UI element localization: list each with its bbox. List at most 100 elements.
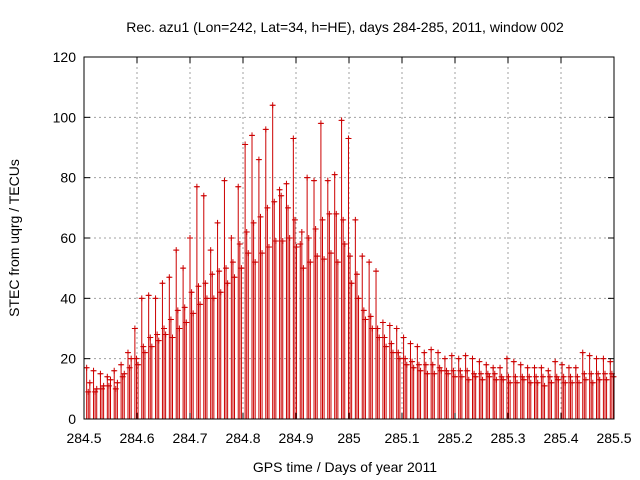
data-point <box>421 349 428 356</box>
data-point <box>223 265 230 272</box>
data-point <box>176 325 183 332</box>
data-point <box>264 204 271 211</box>
data-point <box>497 364 504 371</box>
data-point <box>197 301 204 308</box>
x-axis-label: GPS time / Days of year 2011 <box>253 459 437 475</box>
data-point <box>161 325 168 332</box>
data-point <box>527 379 534 386</box>
data-point <box>448 352 455 359</box>
data-point <box>596 376 603 383</box>
data-point <box>155 337 162 344</box>
data-point <box>455 355 462 362</box>
data-point <box>99 385 106 392</box>
data-point <box>121 370 128 377</box>
data-point <box>148 343 155 350</box>
data-point <box>141 349 148 356</box>
data-point <box>581 370 588 377</box>
data-point <box>526 373 533 380</box>
x-tick-label: 284.7 <box>172 430 207 446</box>
data-point <box>560 373 567 380</box>
data-point <box>441 355 448 362</box>
data-point <box>286 235 293 241</box>
data-point <box>389 349 396 356</box>
data-point <box>100 382 107 389</box>
data-point <box>600 355 607 362</box>
data-point <box>514 379 521 386</box>
data-point <box>338 117 345 124</box>
data-point <box>595 370 602 377</box>
data-point <box>326 210 333 217</box>
data-point <box>166 274 173 281</box>
data-point <box>607 358 614 365</box>
data-point <box>388 340 395 347</box>
data-point <box>224 280 231 287</box>
data-point <box>400 334 407 341</box>
data-point <box>415 361 422 368</box>
data-point <box>235 183 242 190</box>
data-point <box>458 373 465 380</box>
data-point <box>105 382 112 389</box>
data-point <box>574 373 581 380</box>
data-point <box>483 361 490 368</box>
data-point <box>259 250 266 257</box>
data-point <box>510 358 517 365</box>
data-point <box>586 352 593 359</box>
data-point <box>250 219 257 226</box>
data-point <box>498 373 505 380</box>
data-point <box>348 280 355 287</box>
data-point <box>572 364 579 371</box>
data-point <box>352 216 359 223</box>
data-point <box>610 373 617 380</box>
data-point <box>210 295 217 302</box>
data-point <box>402 355 409 362</box>
data-point <box>376 334 383 341</box>
data-point <box>238 265 245 272</box>
data-point <box>588 370 595 377</box>
data-point <box>565 364 572 371</box>
data-point <box>154 331 161 338</box>
data-point <box>167 316 174 323</box>
data-point <box>452 373 458 380</box>
data-point <box>298 228 305 235</box>
data-point <box>138 295 145 302</box>
data-point <box>293 244 300 251</box>
data-point <box>582 376 589 383</box>
data-point <box>340 216 347 223</box>
data-point <box>311 177 318 184</box>
data-point <box>381 334 388 341</box>
data-point <box>436 364 443 371</box>
y-tick-label: 120 <box>53 49 77 65</box>
grid-lines <box>84 57 614 419</box>
data-point <box>531 364 538 371</box>
data-point <box>479 376 486 383</box>
data-point <box>92 388 99 395</box>
data-point <box>126 364 133 371</box>
x-tick-label: 284.9 <box>278 430 313 446</box>
data-point <box>579 349 586 356</box>
data-point <box>173 247 180 254</box>
data-point <box>512 373 519 380</box>
data-point <box>353 271 360 278</box>
data-point <box>553 373 560 380</box>
data-point <box>209 271 216 278</box>
y-tick-label: 100 <box>53 109 77 125</box>
data-point <box>305 235 312 241</box>
data-point <box>462 352 469 359</box>
data-point <box>128 355 135 362</box>
data-point <box>152 295 159 302</box>
data-point <box>409 358 416 365</box>
data-point <box>90 367 97 374</box>
data-point <box>493 376 500 383</box>
data-point <box>321 256 328 263</box>
data-point <box>245 250 252 257</box>
data-point <box>131 325 138 332</box>
data-point <box>278 192 285 199</box>
data-point <box>603 376 610 383</box>
data-point <box>307 259 314 266</box>
data-point <box>255 156 262 163</box>
data-point <box>503 355 510 362</box>
x-tick-label: 285 <box>337 430 361 446</box>
data-point <box>221 177 228 184</box>
chart-title: Rec. azu1 (Lon=242, Lat=34, h=HE), days … <box>126 19 564 35</box>
data-point <box>285 204 292 211</box>
